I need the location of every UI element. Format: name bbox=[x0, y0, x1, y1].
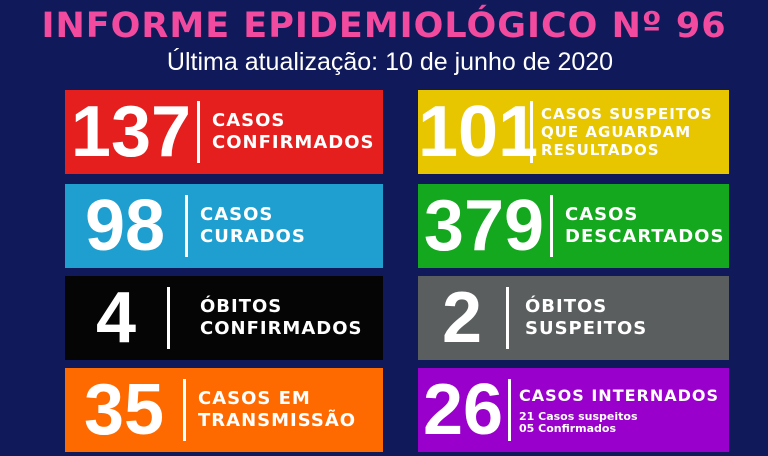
label-line: TRANSMISSÃO bbox=[198, 410, 357, 431]
casos-confirmados-value: 137 bbox=[70, 92, 192, 172]
label-line: DESCARTADOS bbox=[565, 226, 725, 247]
casos-descartados-value: 379 bbox=[423, 186, 545, 266]
divider bbox=[183, 379, 186, 441]
label-line: ÓBITOS bbox=[525, 296, 608, 317]
label-line: CASOS bbox=[212, 110, 286, 131]
obitos-suspeitos-label: ÓBITOS SUSPEITOS bbox=[509, 296, 647, 340]
card-obitos-confirmados: 4 ÓBITOS CONFIRMADOS bbox=[65, 276, 383, 360]
label-line: CASOS INTERNADOS bbox=[519, 386, 720, 405]
casos-internados-value: 26 bbox=[422, 370, 504, 450]
casos-confirmados-label: CASOS CONFIRMADOS bbox=[200, 110, 374, 154]
last-update: Última atualização: 10 de junho de 2020 bbox=[166, 48, 614, 76]
casos-em-transmissao-label: CASOS EM TRANSMISSÃO bbox=[186, 388, 356, 432]
card-casos-descartados: 379 CASOS DESCARTADOS bbox=[418, 184, 729, 268]
label-line: ÓBITOS bbox=[200, 296, 283, 317]
card-casos-internados: 26 CASOS INTERNADOS 21 Casos suspeitos 0… bbox=[418, 368, 729, 452]
card-casos-confirmados: 137 CASOS CONFIRMADOS bbox=[65, 90, 383, 174]
divider bbox=[197, 101, 200, 163]
casos-descartados-label: CASOS DESCARTADOS bbox=[553, 204, 724, 248]
label-line: RESULTADOS bbox=[541, 141, 660, 159]
divider bbox=[530, 101, 533, 163]
casos-suspeitos-label: CASOS SUSPEITOS QUE AGUARDAM RESULTADOS bbox=[533, 105, 713, 159]
label-line: CASOS SUSPEITOS bbox=[541, 105, 713, 123]
divider bbox=[167, 287, 170, 349]
label-line: CONFIRMADOS bbox=[200, 318, 363, 339]
page-title: INFORME EPIDEMIOLÓGICO Nº 96 bbox=[41, 6, 727, 46]
card-casos-em-transmissao: 35 CASOS EM TRANSMISSÃO bbox=[65, 368, 383, 452]
label-line: CONFIRMADOS bbox=[212, 132, 375, 153]
obitos-suspeitos-value: 2 bbox=[441, 278, 483, 358]
label-line: QUE AGUARDAM bbox=[541, 123, 692, 141]
label-line: SUSPEITOS bbox=[525, 318, 648, 339]
casos-curados-value: 98 bbox=[84, 186, 166, 266]
divider bbox=[506, 287, 509, 349]
divider bbox=[185, 195, 188, 257]
obitos-confirmados-value: 4 bbox=[95, 278, 137, 358]
obitos-confirmados-label: ÓBITOS CONFIRMADOS bbox=[170, 296, 362, 340]
casos-internados-label: CASOS INTERNADOS 21 Casos suspeitos 05 C… bbox=[511, 385, 719, 435]
casos-curados-label: CASOS CURADOS bbox=[188, 204, 306, 248]
card-obitos-suspeitos: 2 ÓBITOS SUSPEITOS bbox=[418, 276, 729, 360]
card-casos-curados: 98 CASOS CURADOS bbox=[65, 184, 383, 268]
label-line: CURADOS bbox=[200, 226, 306, 247]
detail-line: 21 Casos suspeitos bbox=[519, 410, 638, 423]
divider bbox=[508, 379, 511, 441]
label-line: CASOS EM bbox=[198, 388, 311, 409]
label-line: CASOS bbox=[200, 204, 274, 225]
casos-suspeitos-value: 101 bbox=[418, 92, 539, 172]
label-line: CASOS bbox=[565, 204, 639, 225]
detail-line: 05 Confirmados bbox=[519, 422, 617, 435]
divider bbox=[550, 195, 553, 257]
card-casos-suspeitos: 101 CASOS SUSPEITOS QUE AGUARDAM RESULTA… bbox=[418, 90, 729, 174]
casos-em-transmissao-value: 35 bbox=[83, 370, 165, 450]
